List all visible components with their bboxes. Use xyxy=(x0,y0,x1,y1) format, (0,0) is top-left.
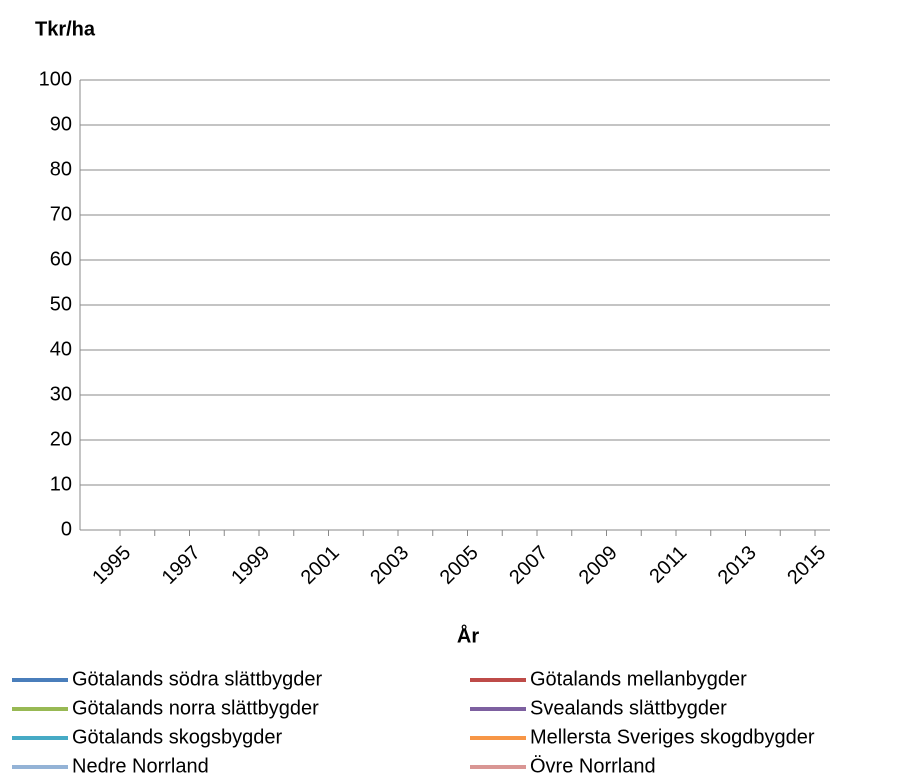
x-tick-label: 2011 xyxy=(645,542,691,588)
legend-label: Götalands norra slättbygder xyxy=(72,697,319,719)
x-axis-label: År xyxy=(457,623,479,647)
x-tick-label: 2015 xyxy=(783,542,830,589)
x-tick-label: 2007 xyxy=(505,542,552,589)
y-tick-label: 10 xyxy=(50,473,72,495)
x-tick-label: 2003 xyxy=(366,542,413,589)
chart-title: Tkr/ha xyxy=(35,18,96,40)
y-tick-label: 70 xyxy=(50,203,72,225)
y-tick-label: 30 xyxy=(50,383,72,405)
y-tick-label: 40 xyxy=(50,338,72,360)
y-tick-label: 80 xyxy=(50,158,72,180)
y-tick-label: 0 xyxy=(61,518,72,540)
y-tick-label: 60 xyxy=(50,248,72,270)
legend-label: Götalands mellanbygder xyxy=(530,668,747,690)
legend-label: Övre Norrland xyxy=(530,755,656,777)
x-tick-label: 2013 xyxy=(714,542,761,589)
x-tick-label: 2009 xyxy=(575,542,622,589)
legend-label: Nedre Norrland xyxy=(72,755,209,777)
legend-label: Götalands södra slättbygder xyxy=(72,668,322,690)
y-tick-label: 90 xyxy=(50,113,72,135)
y-tick-label: 50 xyxy=(50,293,72,315)
y-tick-label: 100 xyxy=(39,68,72,90)
legend-label: Svealands slättbygder xyxy=(530,697,727,719)
x-tick-label: 2001 xyxy=(297,542,344,589)
y-tick-label: 20 xyxy=(50,428,72,450)
x-tick-label: 1997 xyxy=(158,542,205,589)
x-tick-label: 1999 xyxy=(227,542,274,589)
x-tick-label: 2005 xyxy=(436,542,483,589)
x-tick-label: 1995 xyxy=(88,542,135,589)
legend-label: Mellersta Sveriges skogdbygder xyxy=(530,726,815,748)
legend-label: Götalands skogsbygder xyxy=(72,726,282,748)
